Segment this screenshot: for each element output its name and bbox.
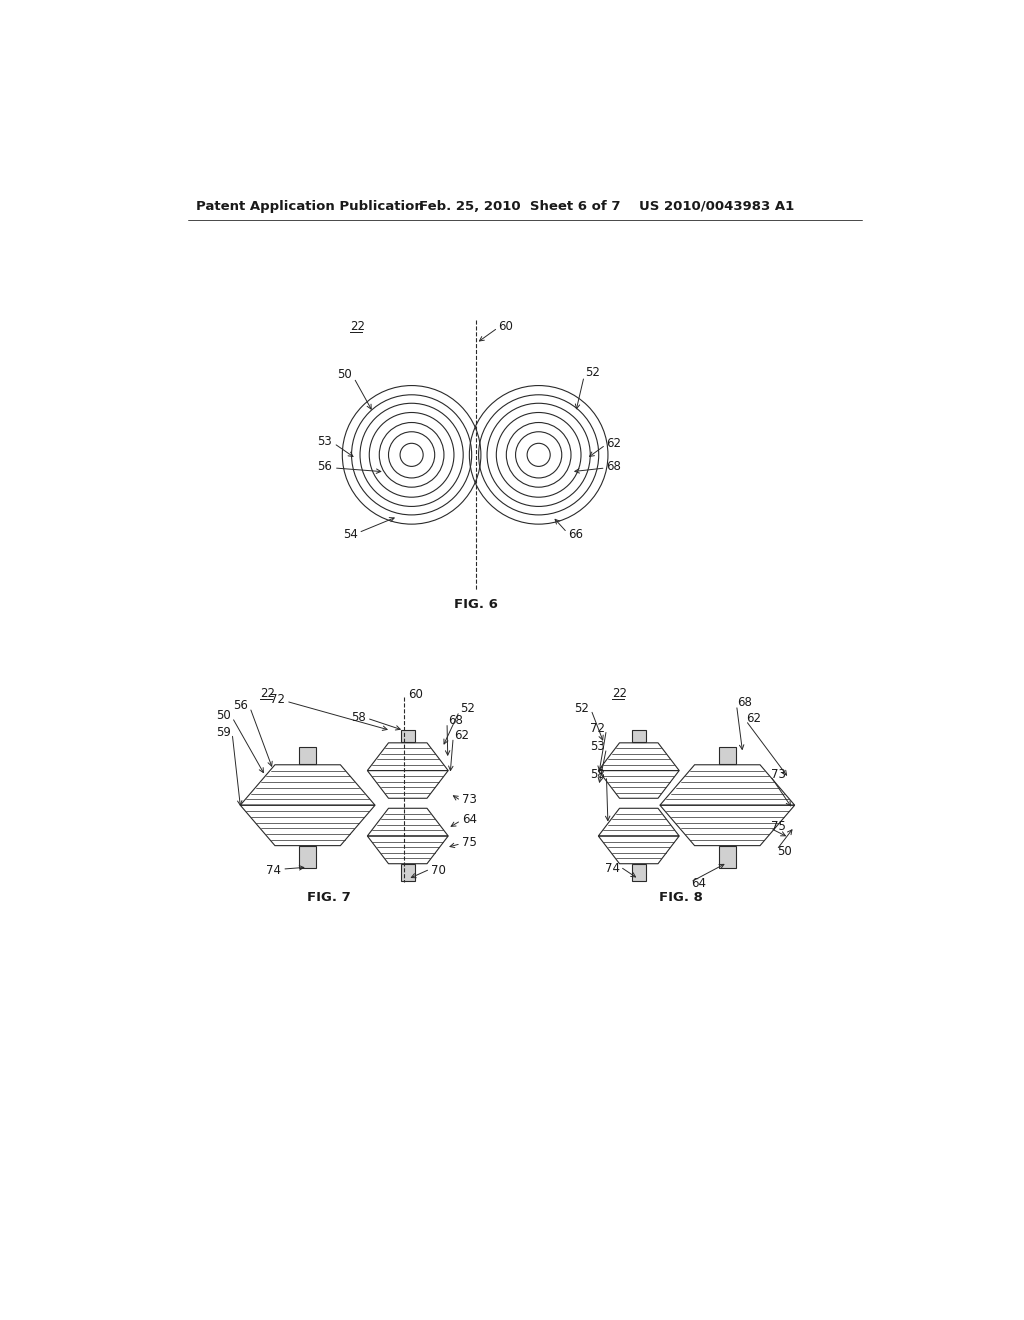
Text: 52: 52	[460, 702, 475, 715]
Bar	[299, 747, 316, 764]
Text: 53: 53	[317, 436, 333, 449]
Text: 54: 54	[343, 528, 357, 541]
Text: 66: 66	[568, 528, 583, 541]
Bar	[719, 846, 736, 869]
Bar	[299, 846, 316, 869]
Bar	[400, 730, 415, 742]
Text: 70: 70	[431, 865, 445, 878]
Text: 50: 50	[216, 709, 230, 722]
Text: 53: 53	[590, 741, 605, 754]
Text: FIG. 6: FIG. 6	[454, 598, 498, 611]
Text: 74: 74	[266, 865, 282, 878]
Text: 56: 56	[233, 698, 249, 711]
Text: 68: 68	[737, 696, 753, 709]
Bar	[719, 747, 736, 764]
Text: 73: 73	[462, 792, 476, 805]
Bar	[632, 865, 646, 882]
Text: 60: 60	[408, 688, 423, 701]
Text: FIG. 7: FIG. 7	[307, 891, 351, 904]
Text: Feb. 25, 2010  Sheet 6 of 7: Feb. 25, 2010 Sheet 6 of 7	[419, 199, 621, 213]
Text: US 2010/0043983 A1: US 2010/0043983 A1	[639, 199, 794, 213]
Text: 60: 60	[499, 319, 513, 333]
Text: 75: 75	[771, 820, 786, 833]
Text: 73: 73	[771, 768, 786, 781]
Text: 72: 72	[590, 722, 605, 735]
Text: 68: 68	[447, 714, 463, 727]
Text: FIG. 8: FIG. 8	[659, 891, 703, 904]
Text: 64: 64	[691, 878, 707, 890]
Text: 50: 50	[338, 367, 352, 380]
Text: 59: 59	[216, 726, 230, 739]
Text: 72: 72	[269, 693, 285, 706]
Text: 52: 52	[574, 702, 590, 714]
Text: 58: 58	[350, 711, 366, 723]
Text: 62: 62	[746, 713, 762, 726]
Text: 62: 62	[606, 437, 622, 450]
Text: 64: 64	[462, 813, 476, 825]
Text: 22: 22	[611, 686, 627, 700]
Text: Patent Application Publication: Patent Application Publication	[196, 199, 424, 213]
Text: 74: 74	[604, 862, 620, 875]
Text: 68: 68	[606, 459, 622, 473]
Text: 58: 58	[590, 768, 605, 781]
Bar	[632, 730, 646, 742]
Text: 56: 56	[317, 459, 333, 473]
Text: 62: 62	[454, 730, 469, 742]
Text: 50: 50	[777, 845, 793, 858]
Text: 75: 75	[462, 836, 476, 849]
Text: 22: 22	[350, 319, 365, 333]
Bar	[400, 865, 415, 882]
Text: 52: 52	[585, 366, 600, 379]
Text: 22: 22	[260, 686, 274, 700]
